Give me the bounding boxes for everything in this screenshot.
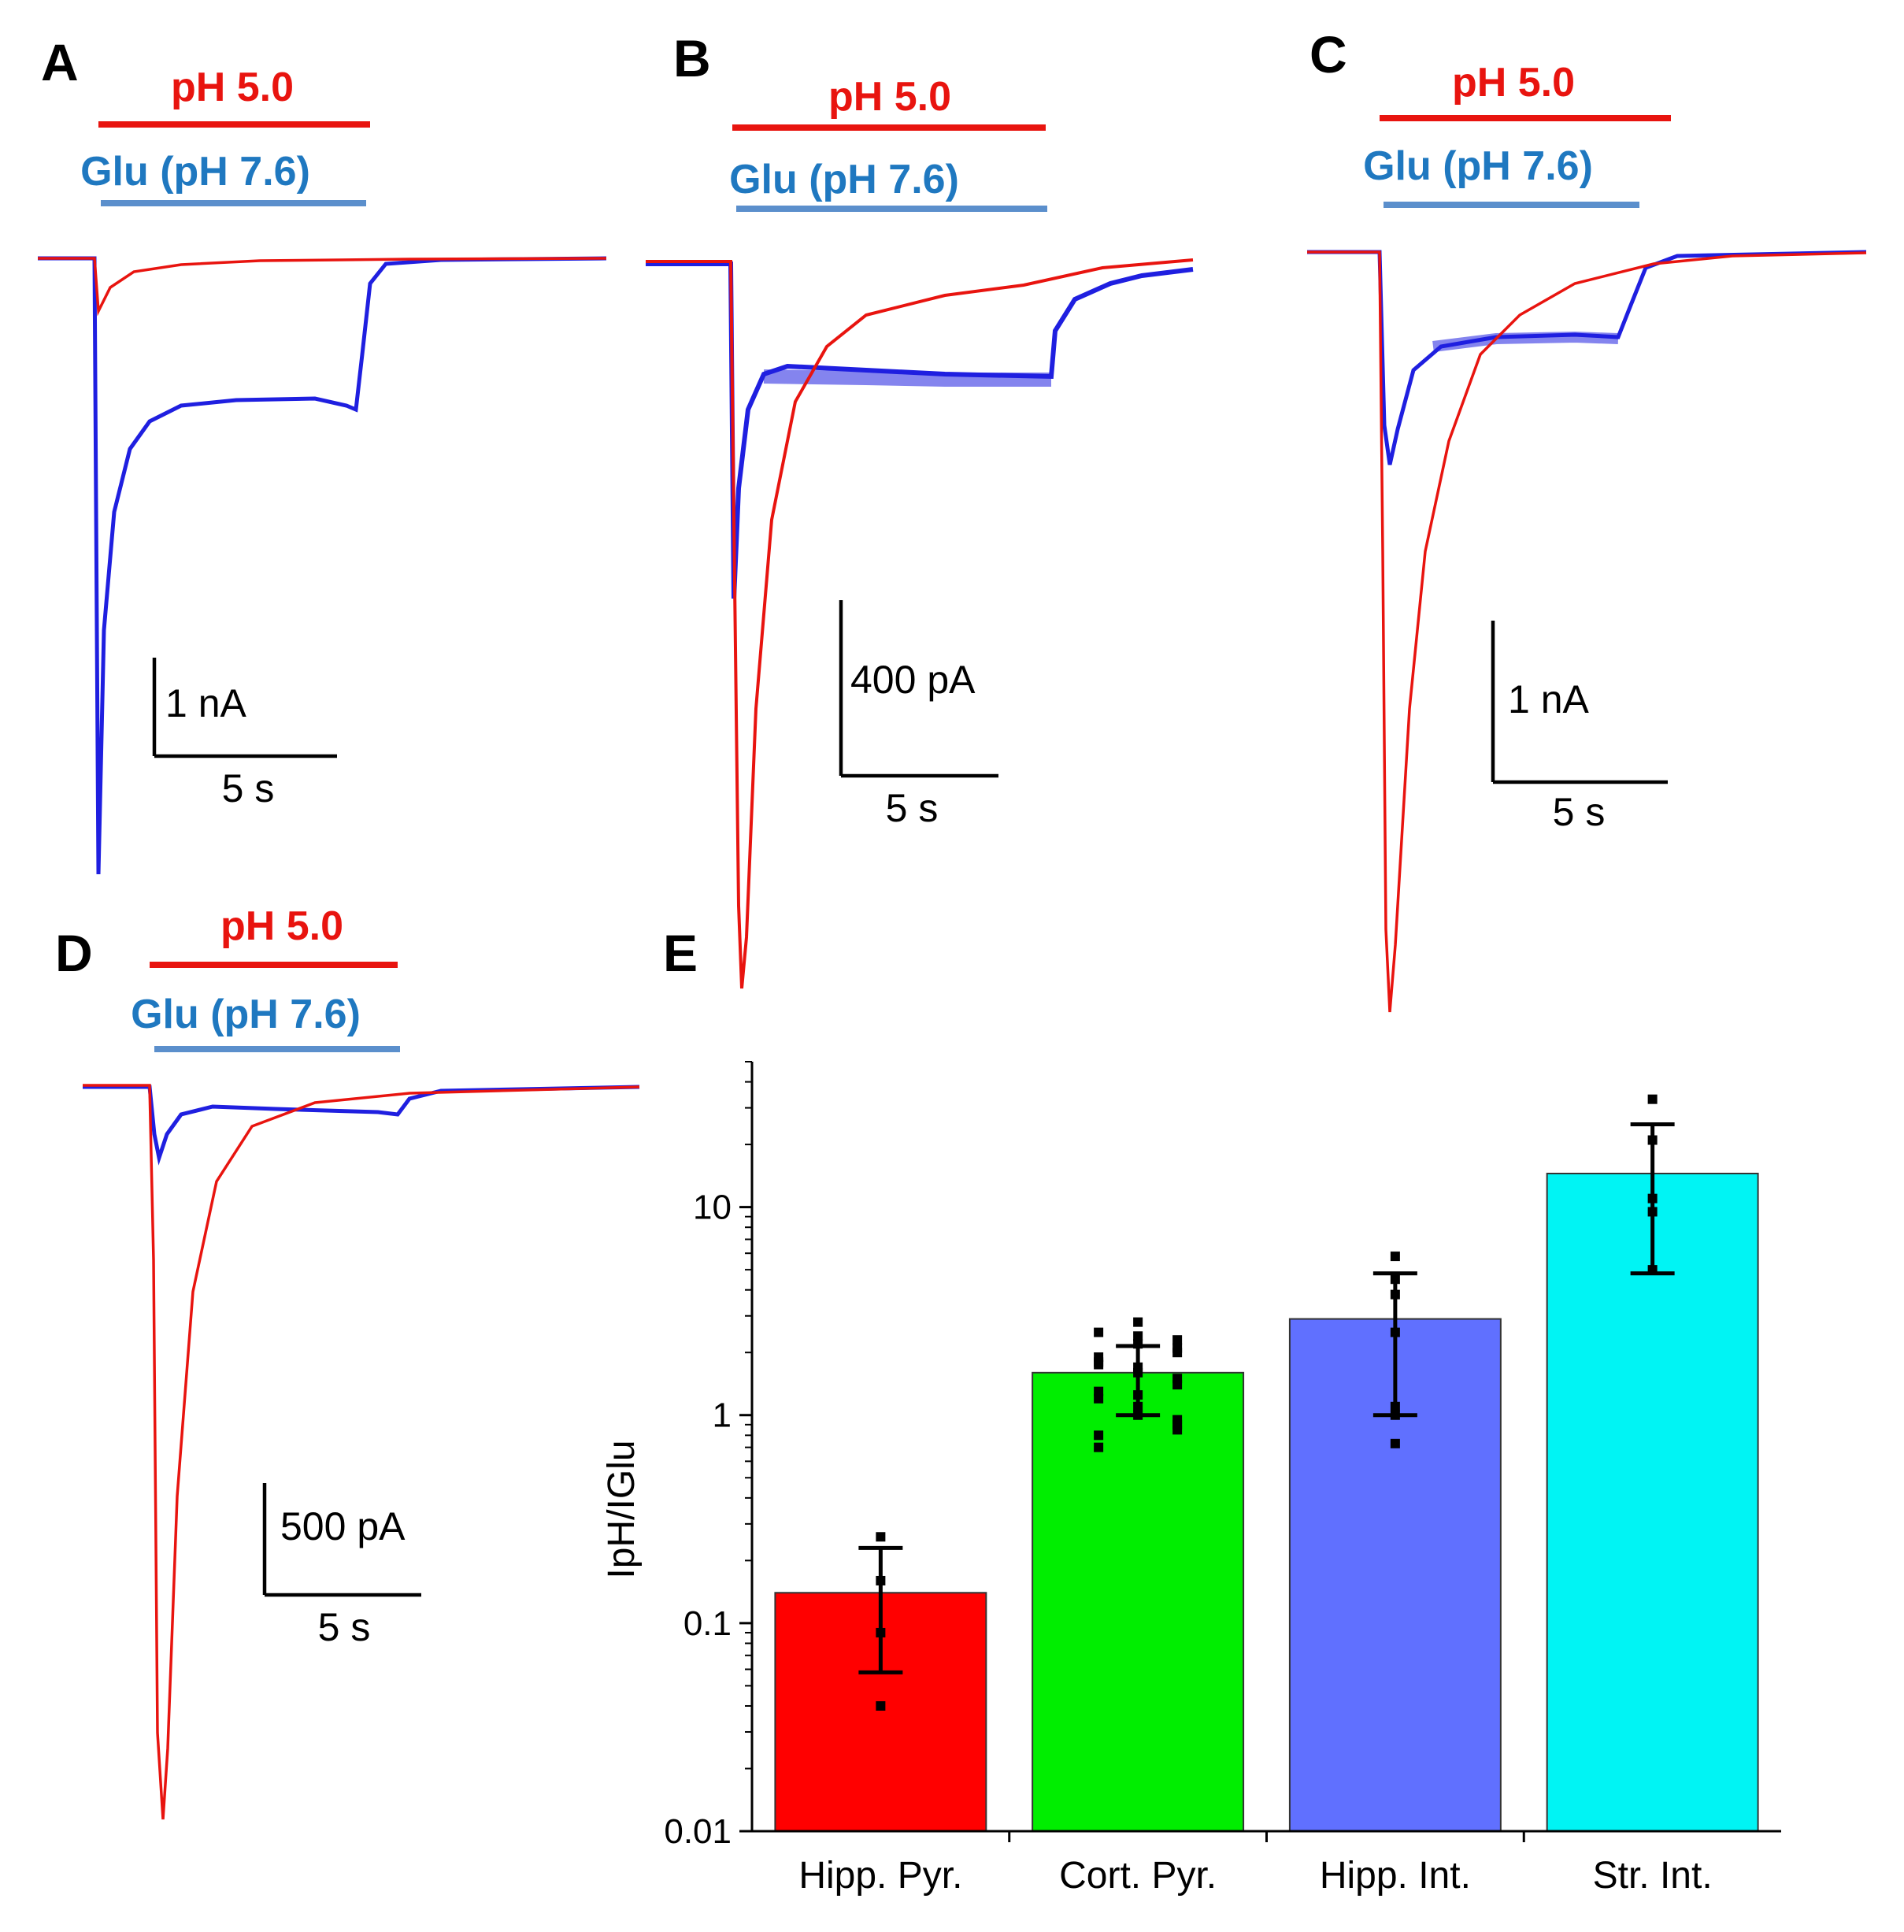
panel-b-ph-label: pH 5.0 bbox=[828, 74, 951, 120]
y-tick-label-2: 1 bbox=[713, 1396, 732, 1435]
data-point-1-18 bbox=[1094, 1430, 1104, 1441]
y-tick-label-3: 10 bbox=[693, 1188, 732, 1227]
data-point-2-2 bbox=[1390, 1289, 1400, 1300]
y-tick-label-0: 0.01 bbox=[664, 1812, 732, 1851]
panel-a-glu-label: Glu (pH 7.6) bbox=[80, 149, 310, 195]
panel-d-amp-scale-label: 500 pA bbox=[280, 1504, 406, 1548]
data-point-1-9 bbox=[1094, 1442, 1104, 1452]
data-point-1-19 bbox=[1133, 1317, 1143, 1327]
panel-a-amp-scale-label: 1 nA bbox=[165, 681, 247, 725]
data-point-0-3 bbox=[876, 1700, 886, 1711]
data-point-0-1 bbox=[876, 1575, 886, 1585]
panel-c-time-scale-label: 5 s bbox=[1553, 790, 1606, 834]
category-label-3: Str. Int. bbox=[1593, 1855, 1713, 1897]
category-label-2: Hipp. Int. bbox=[1320, 1855, 1471, 1897]
y-tick-label-1: 0.1 bbox=[683, 1604, 732, 1643]
data-point-1-6 bbox=[1094, 1393, 1104, 1404]
panel-b-glu-trace bbox=[646, 261, 1194, 599]
panel-b-glu-noise-band bbox=[763, 369, 1051, 387]
panel-letter-e: E bbox=[663, 924, 698, 982]
panel-b-ph-trace bbox=[646, 258, 1194, 989]
panel-a-ph-label: pH 5.0 bbox=[171, 65, 294, 110]
panel-c-ph-trace bbox=[1307, 250, 1867, 1013]
category-label-0: Hipp. Pyr. bbox=[798, 1855, 962, 1897]
data-point-1-16 bbox=[1133, 1401, 1143, 1411]
panel-letter-a: A bbox=[41, 33, 79, 91]
panel-c-ph-label: pH 5.0 bbox=[1452, 60, 1575, 106]
data-point-3-4 bbox=[1647, 1265, 1658, 1275]
panel-d: D pH 5.0 Glu (pH 7.6) 500 pA 5 s bbox=[55, 903, 640, 1820]
data-point-3-2 bbox=[1647, 1193, 1658, 1203]
data-point-1-20 bbox=[1172, 1335, 1183, 1345]
data-point-1-7 bbox=[1133, 1410, 1143, 1420]
data-point-1-22 bbox=[1133, 1390, 1143, 1400]
data-point-1-23 bbox=[1172, 1419, 1183, 1430]
data-point-1-10 bbox=[1133, 1331, 1143, 1341]
data-point-1-21 bbox=[1094, 1359, 1104, 1370]
data-point-2-6 bbox=[1390, 1438, 1400, 1448]
panel-d-ph-label: pH 5.0 bbox=[220, 903, 343, 949]
panel-d-ph-trace bbox=[83, 1084, 640, 1820]
panel-c-amp-scale-label: 1 nA bbox=[1508, 677, 1590, 721]
panel-d-time-scale-label: 5 s bbox=[318, 1605, 371, 1649]
panel-letter-b: B bbox=[673, 29, 711, 87]
panel-letter-d: D bbox=[55, 924, 93, 982]
bar-3 bbox=[1546, 1172, 1759, 1832]
panel-d-glu-trace bbox=[83, 1085, 640, 1166]
data-point-1-13 bbox=[1133, 1362, 1143, 1372]
panel-c-glu-label: Glu (pH 7.6) bbox=[1363, 143, 1593, 189]
data-point-1-14 bbox=[1172, 1374, 1183, 1384]
panel-b-amp-scale-label: 400 pA bbox=[850, 658, 976, 702]
panel-d-glu-label: Glu (pH 7.6) bbox=[131, 992, 361, 1037]
panel-a-ph-trace bbox=[38, 257, 607, 317]
data-point-2-3 bbox=[1390, 1327, 1400, 1337]
data-point-3-0 bbox=[1647, 1094, 1658, 1104]
panel-letter-c: C bbox=[1309, 25, 1347, 83]
panel-a: A pH 5.0 Glu (pH 7.6) 1 nA 5 s bbox=[38, 33, 607, 875]
panel-b: B pH 5.0 Glu (pH 7.6) 400 pA 5 s bbox=[646, 29, 1194, 989]
bar-1 bbox=[1032, 1371, 1245, 1833]
panel-c: C pH 5.0 Glu (pH 7.6) 1 nA 5 s bbox=[1307, 25, 1867, 1013]
panel-a-time-scale-label: 5 s bbox=[222, 766, 275, 810]
data-point-1-12 bbox=[1094, 1352, 1104, 1363]
panel-c-glu-trace bbox=[1307, 250, 1867, 465]
data-point-1-0 bbox=[1094, 1327, 1104, 1337]
data-point-3-1 bbox=[1647, 1135, 1658, 1145]
data-point-0-2 bbox=[876, 1627, 886, 1637]
data-point-1-11 bbox=[1172, 1343, 1183, 1353]
data-point-2-1 bbox=[1390, 1274, 1400, 1285]
panel-b-glu-label: Glu (pH 7.6) bbox=[729, 157, 959, 202]
data-point-2-0 bbox=[1390, 1252, 1400, 1262]
data-point-1-1 bbox=[1133, 1339, 1143, 1349]
data-point-3-3 bbox=[1647, 1207, 1658, 1217]
data-point-0-0 bbox=[876, 1532, 886, 1542]
data-point-2-4 bbox=[1390, 1401, 1400, 1411]
y-axis-label: IpH/IGlu bbox=[601, 1440, 643, 1578]
bar-chart: Hipp. Pyr. Cort. Pyr. Hipp. Int. Str. Int. 0… bbox=[601, 1061, 1781, 1897]
panel-c-glu-noise-band bbox=[1432, 331, 1619, 352]
category-label-1: Cort. Pyr. bbox=[1059, 1855, 1217, 1897]
panel-b-time-scale-label: 5 s bbox=[886, 786, 939, 830]
panel-a-glu-trace bbox=[38, 256, 607, 875]
panel-e: E Hipp. Pyr. Cort. Pyr. Hipp. Int. Str. Int… bbox=[601, 924, 1781, 1897]
data-point-2-5 bbox=[1390, 1410, 1400, 1420]
data-point-1-15 bbox=[1094, 1386, 1104, 1396]
